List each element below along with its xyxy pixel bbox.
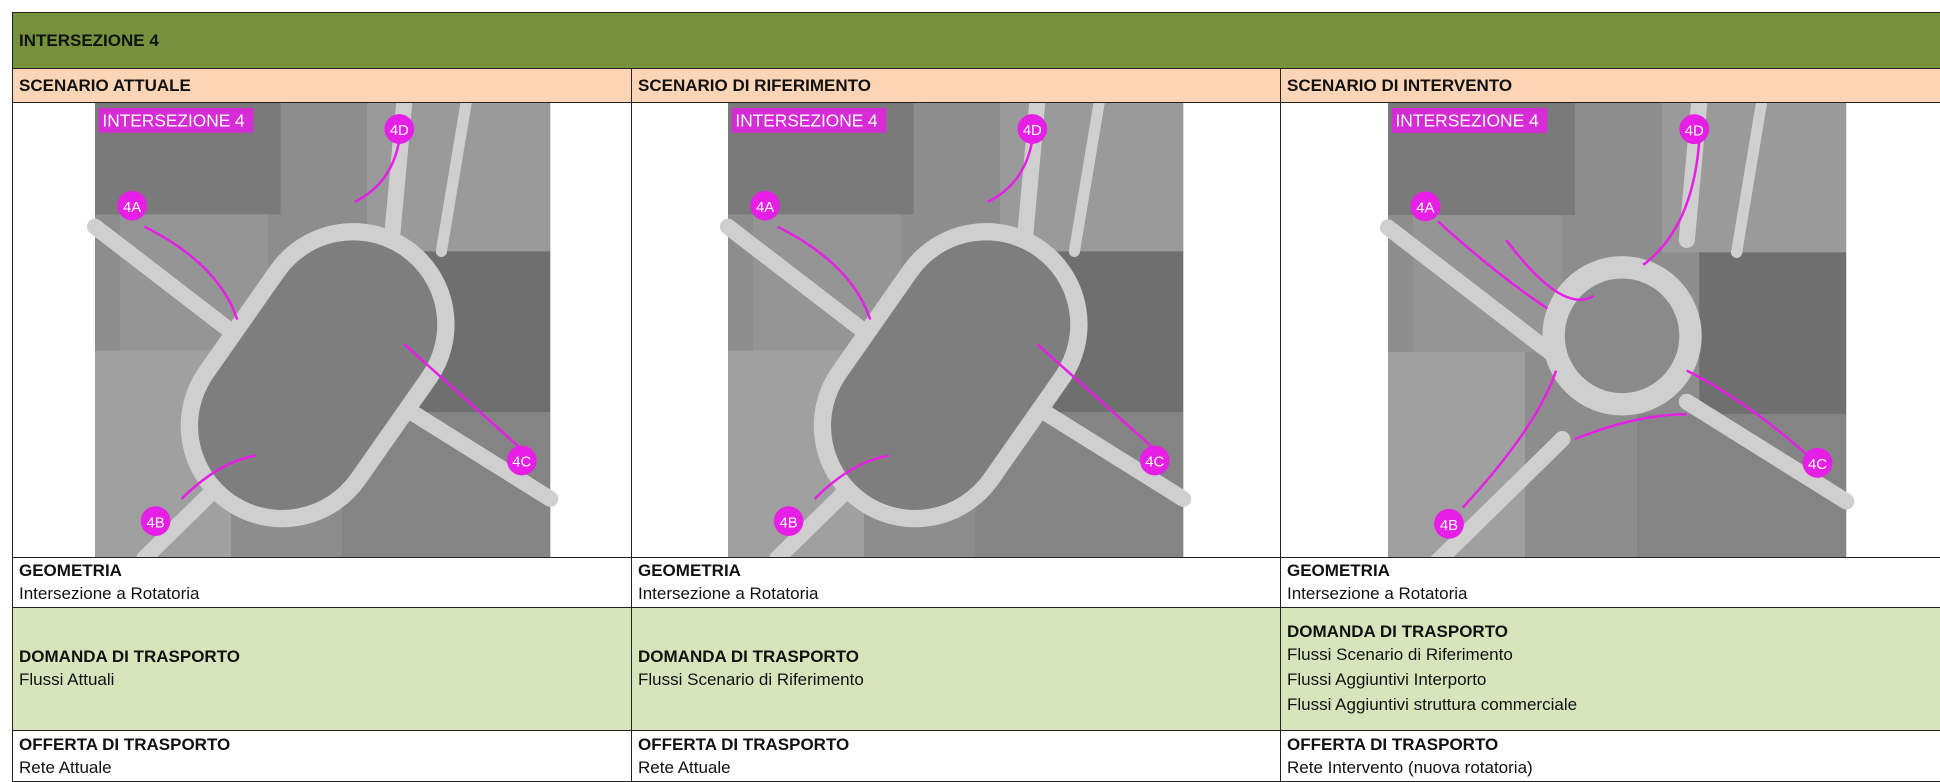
aerial-photo: INTERSEZIONE 4 4D 4A 4C 4B: [95, 103, 550, 557]
offerta-line: Rete Attuale: [638, 755, 1274, 780]
domanda-heading: DOMANDA DI TRASPORTO: [19, 646, 625, 667]
marker-label: 4B: [1440, 517, 1458, 534]
geometria-heading: GEOMETRIA: [1287, 560, 1935, 581]
roundabout: [1554, 267, 1691, 404]
header-row: INTERSEZIONE 4: [13, 13, 1940, 69]
marker-label: 4A: [123, 200, 141, 216]
offerta-heading: OFFERTA DI TRASPORTO: [19, 734, 625, 755]
image-caption: INTERSEZIONE 4: [1395, 111, 1539, 131]
aerial-photo: INTERSEZIONE 4 4D 4A 4C 4B: [1388, 103, 1846, 557]
aerial-image: INTERSEZIONE 4 4D 4A 4C 4B: [1281, 103, 1939, 557]
image-caption: INTERSEZIONE 4: [102, 111, 245, 131]
scenario-title: SCENARIO DI RIFERIMENTO: [632, 69, 1281, 103]
aerial-photo: INTERSEZIONE 4 4D 4A 4C 4B: [728, 103, 1183, 557]
domanda-line: Flussi Aggiuntivi Interporto: [1287, 667, 1935, 692]
domanda-line: Flussi Scenario di Riferimento: [1287, 642, 1935, 667]
offerta-heading: OFFERTA DI TRASPORTO: [1287, 734, 1935, 755]
image-cell: INTERSEZIONE 4 4D 4A 4C 4B: [632, 103, 1281, 558]
marker-label: 4D: [1685, 122, 1704, 139]
aerial-image: INTERSEZIONE 4 4D 4A 4C 4B: [13, 103, 630, 557]
geometria-heading: GEOMETRIA: [638, 560, 1274, 581]
image-caption: INTERSEZIONE 4: [735, 111, 878, 131]
marker-label: 4C: [512, 455, 531, 471]
geometria-heading: GEOMETRIA: [19, 560, 625, 581]
marker-label: 4B: [780, 515, 798, 531]
scenario-title: SCENARIO DI INTERVENTO: [1281, 69, 1940, 103]
marker-label: 4C: [1145, 455, 1164, 471]
marker-label: 4D: [390, 123, 409, 139]
domanda-line: Flussi Aggiuntivi struttura commerciale: [1287, 692, 1935, 717]
domanda-heading: DOMANDA DI TRASPORTO: [638, 646, 1274, 667]
marker-label: 4B: [147, 515, 165, 531]
offerta-line: Rete Attuale: [19, 755, 625, 780]
field: [1413, 215, 1562, 352]
geometria-line: Intersezione a Rotatoria: [1287, 581, 1935, 606]
image-row: INTERSEZIONE 4 4D 4A 4C 4B INTERSEZIONE 4 4D 4A…: [13, 103, 1940, 558]
scenario-title: SCENARIO ATTUALE: [13, 69, 632, 103]
marker-label: 4C: [1808, 456, 1827, 473]
domanda-line: Flussi Attuali: [19, 667, 625, 692]
geometria-line: Intersezione a Rotatoria: [19, 581, 625, 606]
aerial-image: INTERSEZIONE 4 4D 4A 4C 4B: [632, 103, 1279, 557]
domanda-heading: DOMANDA DI TRASPORTO: [1287, 621, 1935, 642]
header-title: INTERSEZIONE 4: [13, 13, 1940, 69]
domanda-line: Flussi Scenario di Riferimento: [638, 667, 1274, 692]
marker-label: 4D: [1023, 123, 1042, 139]
geometria-line: Intersezione a Rotatoria: [638, 581, 1274, 606]
marker-label: 4A: [1416, 200, 1434, 217]
image-cell: INTERSEZIONE 4 4D 4A 4C 4B: [1281, 103, 1940, 558]
offerta-line: Rete Intervento (nuova rotatoria): [1287, 755, 1935, 780]
image-cell: INTERSEZIONE 4 4D 4A 4C 4B: [13, 103, 632, 558]
offerta-heading: OFFERTA DI TRASPORTO: [638, 734, 1274, 755]
marker-label: 4A: [756, 200, 774, 216]
